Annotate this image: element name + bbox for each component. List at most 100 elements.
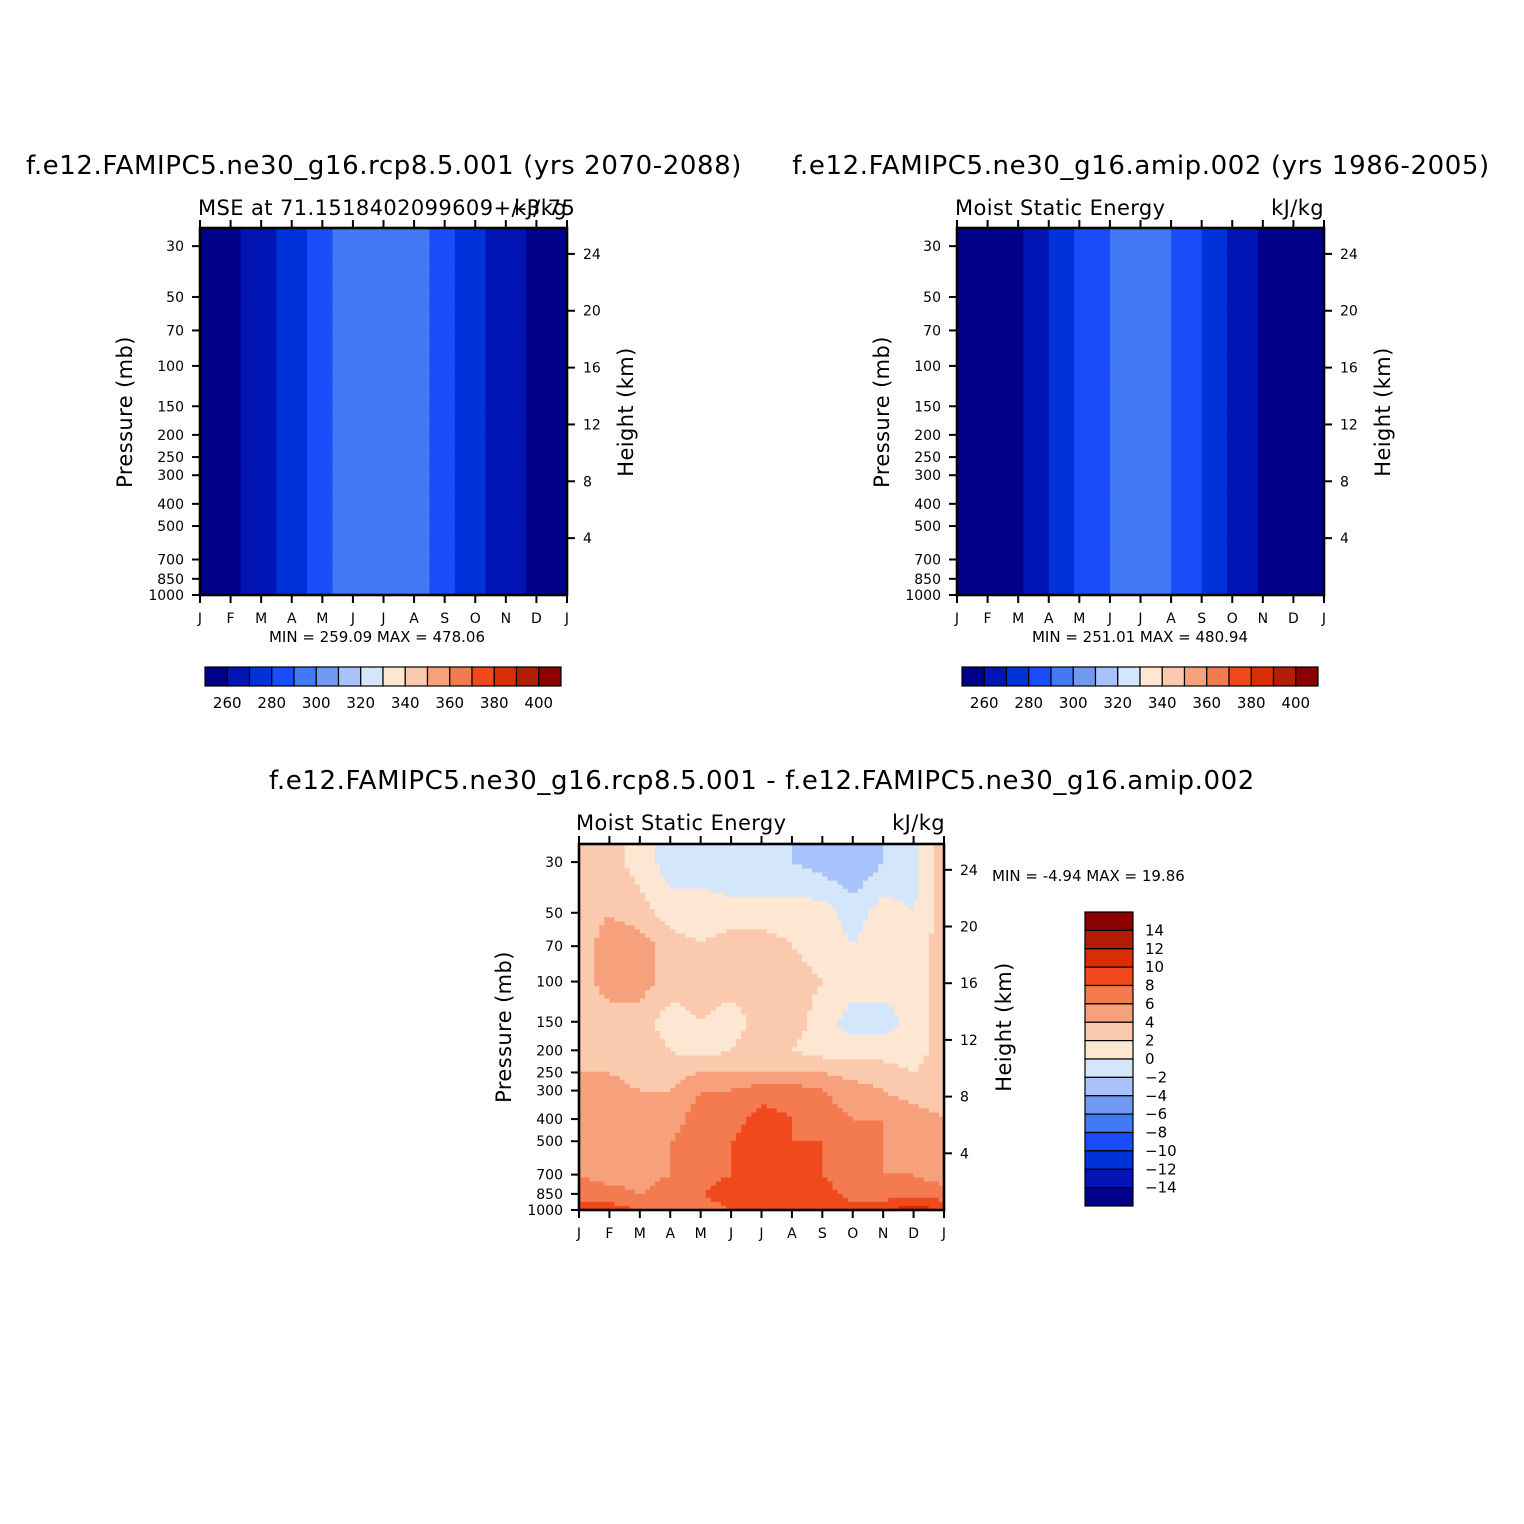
field-cell <box>266 305 272 311</box>
field-cell <box>225 272 232 278</box>
field-cell <box>536 289 543 294</box>
field-cell <box>322 317 329 323</box>
field-cell <box>516 497 522 502</box>
field-cell <box>256 346 262 351</box>
field-cell <box>419 378 425 384</box>
field-cell <box>403 464 410 470</box>
field-cell <box>352 395 359 400</box>
field-cell <box>531 252 538 258</box>
field-cell <box>215 313 221 319</box>
field-cell <box>516 378 522 384</box>
field-cell <box>521 366 527 372</box>
field-cell <box>419 366 425 372</box>
field-cell <box>307 334 313 339</box>
field-cell <box>363 248 369 254</box>
field-cell <box>500 305 507 311</box>
field-cell <box>225 362 232 368</box>
field-cell <box>256 460 262 466</box>
field-cell <box>312 431 318 437</box>
field-cell <box>398 493 405 498</box>
field-cell <box>495 252 502 258</box>
field-cell <box>337 342 344 347</box>
field-cell <box>378 346 385 351</box>
field-cell <box>526 374 532 380</box>
field-cell <box>266 476 272 482</box>
field-cell <box>307 505 313 510</box>
field-cell <box>210 423 216 429</box>
field-cell <box>475 448 481 453</box>
field-cell <box>546 276 553 282</box>
field-cell <box>200 309 206 315</box>
field-cell <box>205 317 211 323</box>
field-cell <box>281 325 288 331</box>
field-cell <box>480 329 487 335</box>
field-cell <box>444 403 451 409</box>
field-cell <box>286 317 293 323</box>
field-cell <box>500 346 507 351</box>
field-cell <box>434 276 441 282</box>
field-cell <box>556 468 563 474</box>
field-cell <box>459 505 466 510</box>
field-cell <box>250 444 257 449</box>
field-cell <box>342 358 349 364</box>
field-cell <box>419 232 425 237</box>
field-cell <box>307 423 313 429</box>
field-cell <box>470 493 476 498</box>
field-cell <box>342 325 349 331</box>
field-cell <box>383 342 390 347</box>
field-cell <box>490 435 497 441</box>
field-cell <box>240 387 247 392</box>
field-cell <box>454 456 461 462</box>
field-cell <box>240 309 247 315</box>
field-cell <box>210 456 216 462</box>
field-cell <box>220 464 227 470</box>
field-cell <box>342 232 349 237</box>
field-cell <box>434 317 441 323</box>
field-cell <box>220 264 227 270</box>
field-cell <box>352 476 359 482</box>
field-cell <box>205 264 211 270</box>
field-cell <box>240 228 247 233</box>
field-cell <box>210 452 216 457</box>
field-cell <box>398 301 405 307</box>
field-cell <box>536 505 543 510</box>
field-cell <box>327 297 334 302</box>
field-cell <box>429 399 436 404</box>
field-cell <box>434 456 441 462</box>
field-cell <box>459 276 466 282</box>
field-cell <box>459 472 466 478</box>
field-cell <box>521 435 527 441</box>
field-cell <box>516 370 522 376</box>
field-cell <box>240 248 247 254</box>
field-cell <box>312 240 318 245</box>
field-cell <box>332 374 339 380</box>
field-cell <box>215 419 221 425</box>
field-cell <box>449 403 456 409</box>
field-cell <box>235 342 242 347</box>
field-cell <box>388 228 395 233</box>
field-cell <box>358 366 364 372</box>
field-cell <box>408 488 415 494</box>
field-cell <box>459 317 466 323</box>
field-cell <box>281 444 288 449</box>
field-cell <box>327 244 334 249</box>
field-cell <box>459 321 466 327</box>
field-cell <box>322 419 329 425</box>
field-cell <box>250 488 257 494</box>
field-cell <box>414 440 420 445</box>
field-cell <box>551 260 558 266</box>
field-cell <box>220 297 227 302</box>
field-cell <box>250 395 257 400</box>
field-cell <box>495 256 502 262</box>
field-cell <box>541 362 548 368</box>
field-cell <box>378 456 385 462</box>
field-cell <box>250 309 257 315</box>
field-cell <box>327 403 334 409</box>
field-cell <box>378 264 385 270</box>
field-cell <box>393 472 400 478</box>
field-cell <box>383 480 390 486</box>
field-cell <box>531 505 538 510</box>
field-cell <box>317 374 323 380</box>
field-cell <box>480 317 487 323</box>
field-cell <box>439 354 446 360</box>
